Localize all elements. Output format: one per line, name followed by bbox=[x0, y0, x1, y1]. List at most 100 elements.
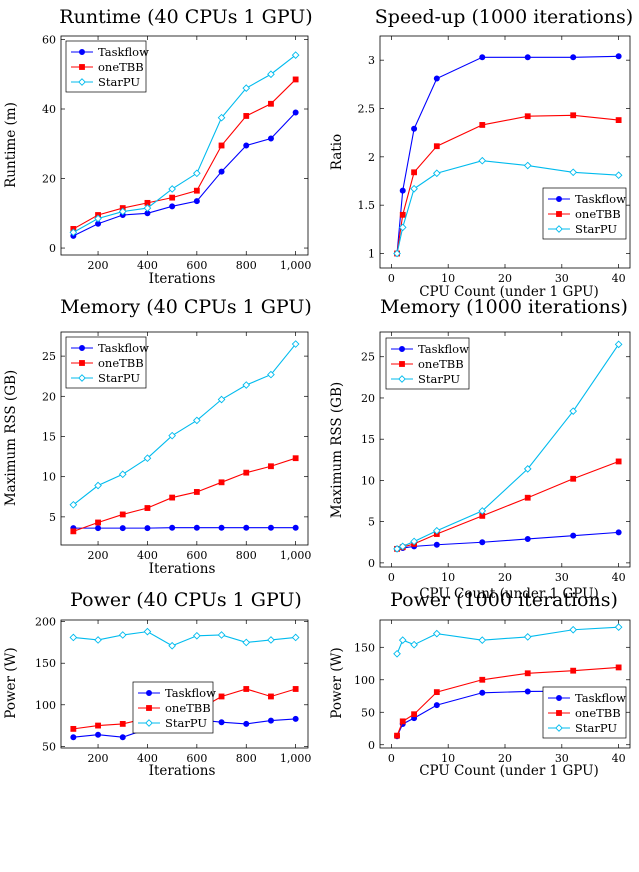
y-tick-label: 0 bbox=[49, 242, 56, 255]
data-point-onetbb bbox=[525, 495, 530, 500]
data-point-onetbb bbox=[411, 712, 416, 717]
data-point-taskflow bbox=[268, 525, 273, 530]
data-point-starpu bbox=[194, 633, 200, 639]
series-line-onetbb bbox=[397, 461, 619, 548]
data-point-onetbb bbox=[71, 529, 76, 534]
data-point-onetbb bbox=[434, 690, 439, 695]
data-point-taskflow bbox=[219, 169, 224, 174]
y-axis-label: Power (W) bbox=[329, 647, 345, 718]
x-tick-label: 1,000 bbox=[280, 752, 312, 765]
legend: TaskflowoneTBBStarPU bbox=[66, 337, 149, 388]
data-point-taskflow bbox=[525, 536, 530, 541]
data-point-starpu bbox=[120, 471, 126, 477]
data-point-taskflow bbox=[268, 136, 273, 141]
data-point-taskflow bbox=[434, 542, 439, 547]
legend-label: oneTBB bbox=[418, 357, 464, 371]
x-tick-label: 600 bbox=[186, 259, 207, 272]
data-point-taskflow bbox=[268, 718, 273, 723]
legend-swatch-onetbb bbox=[79, 64, 84, 69]
x-axis-label: CPU Count (under 1 GPU) bbox=[419, 763, 599, 779]
chart-title: Memory (1000 iterations) bbox=[380, 296, 628, 318]
x-tick-label: 10 bbox=[441, 752, 455, 765]
legend-label: StarPU bbox=[575, 222, 617, 236]
data-point-starpu bbox=[411, 186, 417, 192]
chart-title: Memory (40 CPUs 1 GPU) bbox=[60, 296, 312, 318]
data-point-taskflow bbox=[95, 526, 100, 531]
data-point-onetbb bbox=[219, 694, 224, 699]
legend-swatch-taskflow bbox=[556, 695, 561, 700]
data-point-starpu bbox=[479, 158, 485, 164]
x-tick-label: 0 bbox=[388, 571, 395, 584]
data-point-onetbb bbox=[293, 77, 298, 82]
data-point-onetbb bbox=[525, 671, 530, 676]
data-point-starpu bbox=[411, 641, 417, 647]
y-tick-label: 150 bbox=[35, 657, 56, 670]
y-tick-label: 1 bbox=[368, 248, 375, 261]
chart-speedup-cpus: Speed-up (1000 iterations)CPU Count (und… bbox=[329, 6, 633, 300]
series-line-starpu bbox=[73, 632, 295, 646]
legend-swatch-onetbb bbox=[399, 361, 404, 366]
y-tick-label: 20 bbox=[361, 392, 375, 405]
y-tick-label: 100 bbox=[35, 699, 56, 712]
data-point-onetbb bbox=[268, 694, 273, 699]
data-point-onetbb bbox=[411, 170, 416, 175]
data-point-onetbb bbox=[268, 101, 273, 106]
legend-label: Taskflow bbox=[165, 686, 216, 700]
x-axis-label: Iterations bbox=[149, 561, 216, 577]
x-axis-label: Iterations bbox=[149, 271, 216, 287]
x-tick-label: 40 bbox=[612, 752, 626, 765]
data-point-starpu bbox=[394, 651, 400, 657]
data-point-starpu bbox=[120, 632, 126, 638]
x-tick-label: 20 bbox=[498, 571, 512, 584]
data-point-onetbb bbox=[293, 686, 298, 691]
data-point-starpu bbox=[70, 634, 76, 640]
data-point-onetbb bbox=[170, 495, 175, 500]
series-onetbb bbox=[394, 459, 621, 552]
data-point-onetbb bbox=[244, 113, 249, 118]
data-point-onetbb bbox=[120, 721, 125, 726]
legend-label: Taskflow bbox=[575, 192, 626, 206]
data-point-taskflow bbox=[244, 721, 249, 726]
y-tick-label: 60 bbox=[42, 33, 56, 46]
data-point-taskflow bbox=[616, 54, 621, 59]
data-point-taskflow bbox=[71, 735, 76, 740]
data-point-starpu bbox=[525, 162, 531, 168]
x-tick-label: 200 bbox=[88, 259, 109, 272]
series-taskflow bbox=[71, 525, 299, 531]
chart-title: Power (1000 iterations) bbox=[390, 589, 618, 611]
data-point-onetbb bbox=[194, 489, 199, 494]
data-point-taskflow bbox=[571, 533, 576, 538]
data-point-onetbb bbox=[616, 665, 621, 670]
y-tick-label: 25 bbox=[361, 351, 375, 364]
data-point-starpu bbox=[479, 637, 485, 643]
data-point-taskflow bbox=[95, 732, 100, 737]
series-line-onetbb bbox=[73, 458, 295, 531]
series-taskflow bbox=[394, 530, 621, 552]
data-point-onetbb bbox=[400, 212, 405, 217]
data-point-taskflow bbox=[170, 204, 175, 209]
x-tick-label: 10 bbox=[441, 272, 455, 285]
data-point-onetbb bbox=[268, 464, 273, 469]
data-point-starpu bbox=[144, 628, 150, 634]
x-tick-label: 200 bbox=[88, 752, 109, 765]
y-tick-label: 20 bbox=[42, 390, 56, 403]
x-tick-label: 400 bbox=[137, 752, 158, 765]
series-line-onetbb bbox=[73, 79, 295, 228]
x-tick-label: 0 bbox=[388, 272, 395, 285]
x-tick-label: 200 bbox=[88, 549, 109, 562]
x-tick-label: 600 bbox=[186, 752, 207, 765]
y-tick-label: 2.5 bbox=[358, 103, 376, 116]
y-axis-label: Power (W) bbox=[3, 647, 19, 718]
y-tick-label: 50 bbox=[361, 706, 375, 719]
data-point-onetbb bbox=[571, 668, 576, 673]
y-tick-label: 50 bbox=[42, 740, 56, 753]
x-tick-label: 400 bbox=[137, 259, 158, 272]
legend: TaskflowoneTBBStarPU bbox=[543, 687, 626, 738]
legend-label: StarPU bbox=[98, 371, 140, 385]
data-point-onetbb bbox=[571, 476, 576, 481]
data-point-taskflow bbox=[434, 703, 439, 708]
y-tick-label: 0 bbox=[368, 739, 375, 752]
x-tick-label: 20 bbox=[498, 272, 512, 285]
